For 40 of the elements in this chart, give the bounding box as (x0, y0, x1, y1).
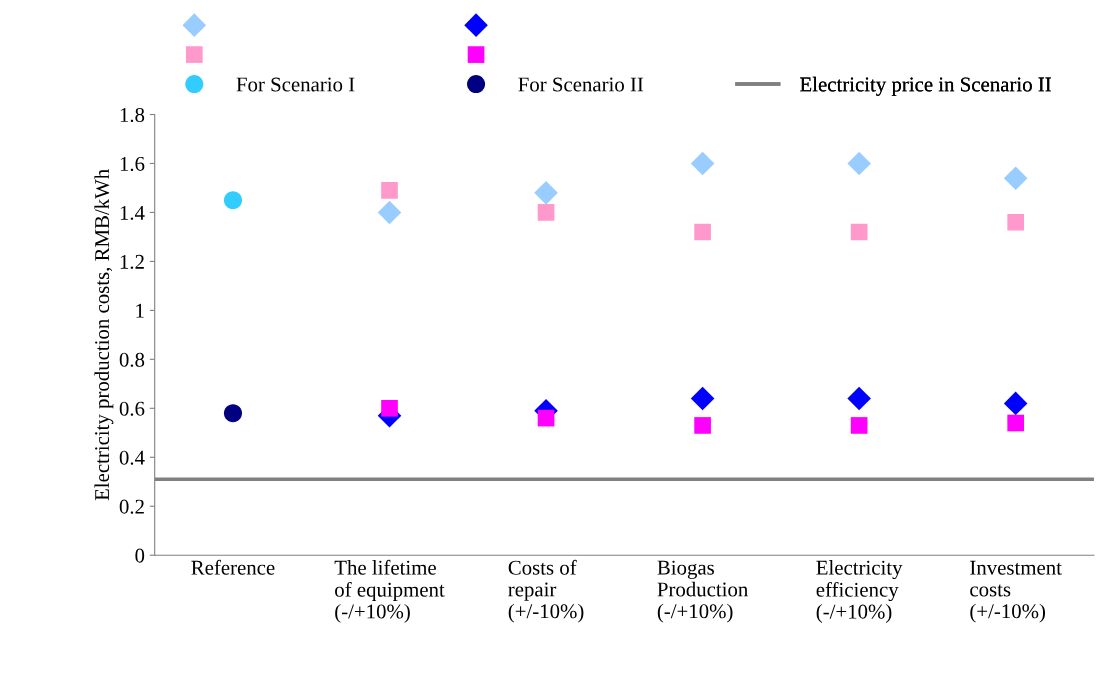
point (850, 223, 868, 241)
y-tick-label: 0.8 (119, 352, 145, 367)
point (847, 386, 871, 411)
point (377, 200, 402, 225)
x-tick-label: Reference (191, 559, 275, 575)
y-tick-label: 1.2 (120, 254, 144, 269)
point (690, 151, 715, 176)
x-tick-label: Costs of repair (+/-10%) (508, 559, 584, 623)
y-tick-label: 0.4 (119, 450, 145, 465)
x-tick-label: Electricity efficiency (-/+10%) (816, 560, 903, 623)
legend-label: Electricity price in Scenario II (800, 76, 1051, 96)
legend-label: For Scenario I (236, 77, 355, 92)
legend-label: For Scenario II (518, 77, 644, 92)
point (534, 181, 558, 205)
point (1003, 166, 1028, 190)
y-tick-label: 0.6 (119, 401, 145, 416)
point (537, 204, 555, 221)
y-tick-label: 0.2 (119, 499, 144, 514)
x-tick-label: Investment costs (+/-10%) (970, 560, 1062, 623)
x-tick-label: The lifetime of equipment (-/+10%) (334, 559, 445, 623)
point (223, 191, 242, 210)
y-tick-label: 1.6 (120, 156, 145, 171)
point (537, 409, 555, 427)
point (1003, 391, 1028, 416)
point (381, 182, 398, 199)
point (381, 399, 398, 417)
x-tick-label: Biogas Production (-/+10%) (657, 560, 748, 623)
point (694, 223, 711, 241)
y-axis-title: Electricity production costs, RMB/kWh (94, 169, 114, 501)
y-tick-label: 1 (136, 303, 144, 318)
y-tick-label: 1.4 (120, 205, 145, 220)
y-tick-label: 1.8 (120, 107, 145, 123)
point (850, 417, 868, 434)
point (694, 417, 711, 434)
point (1007, 414, 1025, 432)
point (847, 151, 871, 176)
y-tick-label: 0 (135, 548, 145, 563)
point (690, 386, 715, 411)
point (223, 404, 242, 423)
point (1007, 213, 1025, 231)
